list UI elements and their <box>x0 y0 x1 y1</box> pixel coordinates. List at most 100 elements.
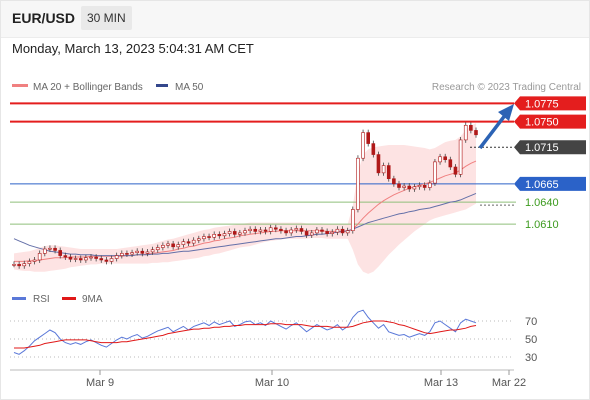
candle-body <box>191 239 196 244</box>
candle-body <box>99 258 104 261</box>
level-label-1.0750: 1.0750 <box>525 117 559 129</box>
rsi-ma-line <box>14 320 477 349</box>
candle-body <box>161 245 165 248</box>
candle-body <box>422 185 427 188</box>
candle-body <box>258 229 263 232</box>
candle-body <box>48 247 52 250</box>
candle-body <box>73 258 78 260</box>
level-tag-1.0750 <box>514 114 586 129</box>
candle-body <box>392 178 396 185</box>
candle-body <box>37 253 42 261</box>
candle-body <box>12 264 16 266</box>
candle-body <box>202 236 206 240</box>
candle-body <box>150 249 155 253</box>
candle-body <box>171 243 175 248</box>
candle-body <box>130 252 134 255</box>
candle-body <box>294 228 299 231</box>
candle-body <box>433 161 437 184</box>
level-label-1.0640: 1.0640 <box>525 197 559 209</box>
candle-body <box>397 183 401 188</box>
candle-body <box>222 233 227 237</box>
candle-body <box>63 255 68 258</box>
candle-body <box>181 241 186 245</box>
candle-body <box>227 231 232 234</box>
level-label-1.0775: 1.0775 <box>525 98 559 110</box>
rsi-line <box>13 309 477 355</box>
candle-body <box>212 234 216 238</box>
candle-body <box>238 232 242 235</box>
candle-body <box>304 231 309 236</box>
candle-body <box>427 182 432 188</box>
candle-body <box>42 248 47 254</box>
candle-body <box>27 261 32 264</box>
candle-body <box>417 185 422 188</box>
x-tick-mar-9: Mar 9 <box>86 377 114 389</box>
candle-body <box>253 228 258 232</box>
legend-swatch-rsi-ma <box>62 297 76 300</box>
candle-body <box>381 165 386 174</box>
projection-arrow-shaft <box>478 112 508 150</box>
candle-body <box>335 228 340 233</box>
candle-body <box>243 230 247 234</box>
chart-header-bar: EUR/USD 30 MIN <box>0 0 590 38</box>
level-tag-1.0775 <box>514 96 586 111</box>
candle-body <box>197 238 201 241</box>
candle-body <box>232 231 237 235</box>
timeframe-button[interactable]: 30 MIN <box>81 6 132 30</box>
candle-body <box>145 251 150 254</box>
candle-body <box>330 231 335 234</box>
rsi-tick-30: 30 <box>525 352 537 364</box>
candle-body <box>140 250 145 254</box>
candle-body <box>340 228 345 234</box>
candle-body <box>268 227 273 232</box>
candle-body <box>438 156 442 163</box>
candle-body <box>263 229 268 232</box>
candle-body <box>407 185 412 190</box>
projection-arrow-head <box>498 104 514 121</box>
candle-body <box>366 132 371 144</box>
candle-body <box>68 256 73 260</box>
x-tick-mar-22: Mar 22 <box>492 377 526 389</box>
candle-body <box>371 143 376 155</box>
candle-body <box>299 228 304 232</box>
candle-body <box>412 186 417 190</box>
candle-body <box>309 232 314 236</box>
candle-body <box>284 230 288 234</box>
candle-body <box>32 259 37 262</box>
legend-label-rsi: RSI <box>33 294 50 305</box>
candle-body <box>120 253 124 256</box>
candle-body <box>273 227 278 230</box>
level-label-1.0715: 1.0715 <box>525 142 559 154</box>
rsi-tick-50: 50 <box>525 334 537 346</box>
candle-body <box>325 231 329 234</box>
candle-body <box>53 247 57 251</box>
timestamp: Monday, March 13, 2023 5:04:31 AM CET <box>12 41 254 56</box>
candle-body <box>448 159 453 168</box>
candle-body <box>345 230 350 234</box>
candle-body <box>386 165 391 180</box>
candle-body <box>361 132 365 159</box>
candle-body <box>279 228 283 231</box>
candle-body <box>207 236 211 238</box>
candle-body <box>89 256 93 259</box>
candle-body <box>356 157 360 210</box>
level-label-1.0665: 1.0665 <box>525 179 559 191</box>
candle-body <box>469 124 473 131</box>
symbol-label: EUR/USD <box>12 10 76 26</box>
candle-body <box>376 154 381 174</box>
candle-body <box>22 263 27 267</box>
candle-body <box>114 255 119 259</box>
candle-body <box>94 256 98 259</box>
candle-body <box>402 185 406 188</box>
legend-label-ma50: MA 50 <box>175 82 204 93</box>
candle-body <box>186 241 191 244</box>
legend-swatch-ma50 <box>156 84 168 87</box>
candle-body <box>350 209 355 231</box>
credit-label: Research © 2023 Trading Central <box>432 82 581 93</box>
x-tick-mar-10: Mar 10 <box>255 377 289 389</box>
candle-body <box>58 250 63 256</box>
candle-body <box>289 229 294 234</box>
candle-body <box>109 258 114 262</box>
candle-body <box>453 166 458 175</box>
